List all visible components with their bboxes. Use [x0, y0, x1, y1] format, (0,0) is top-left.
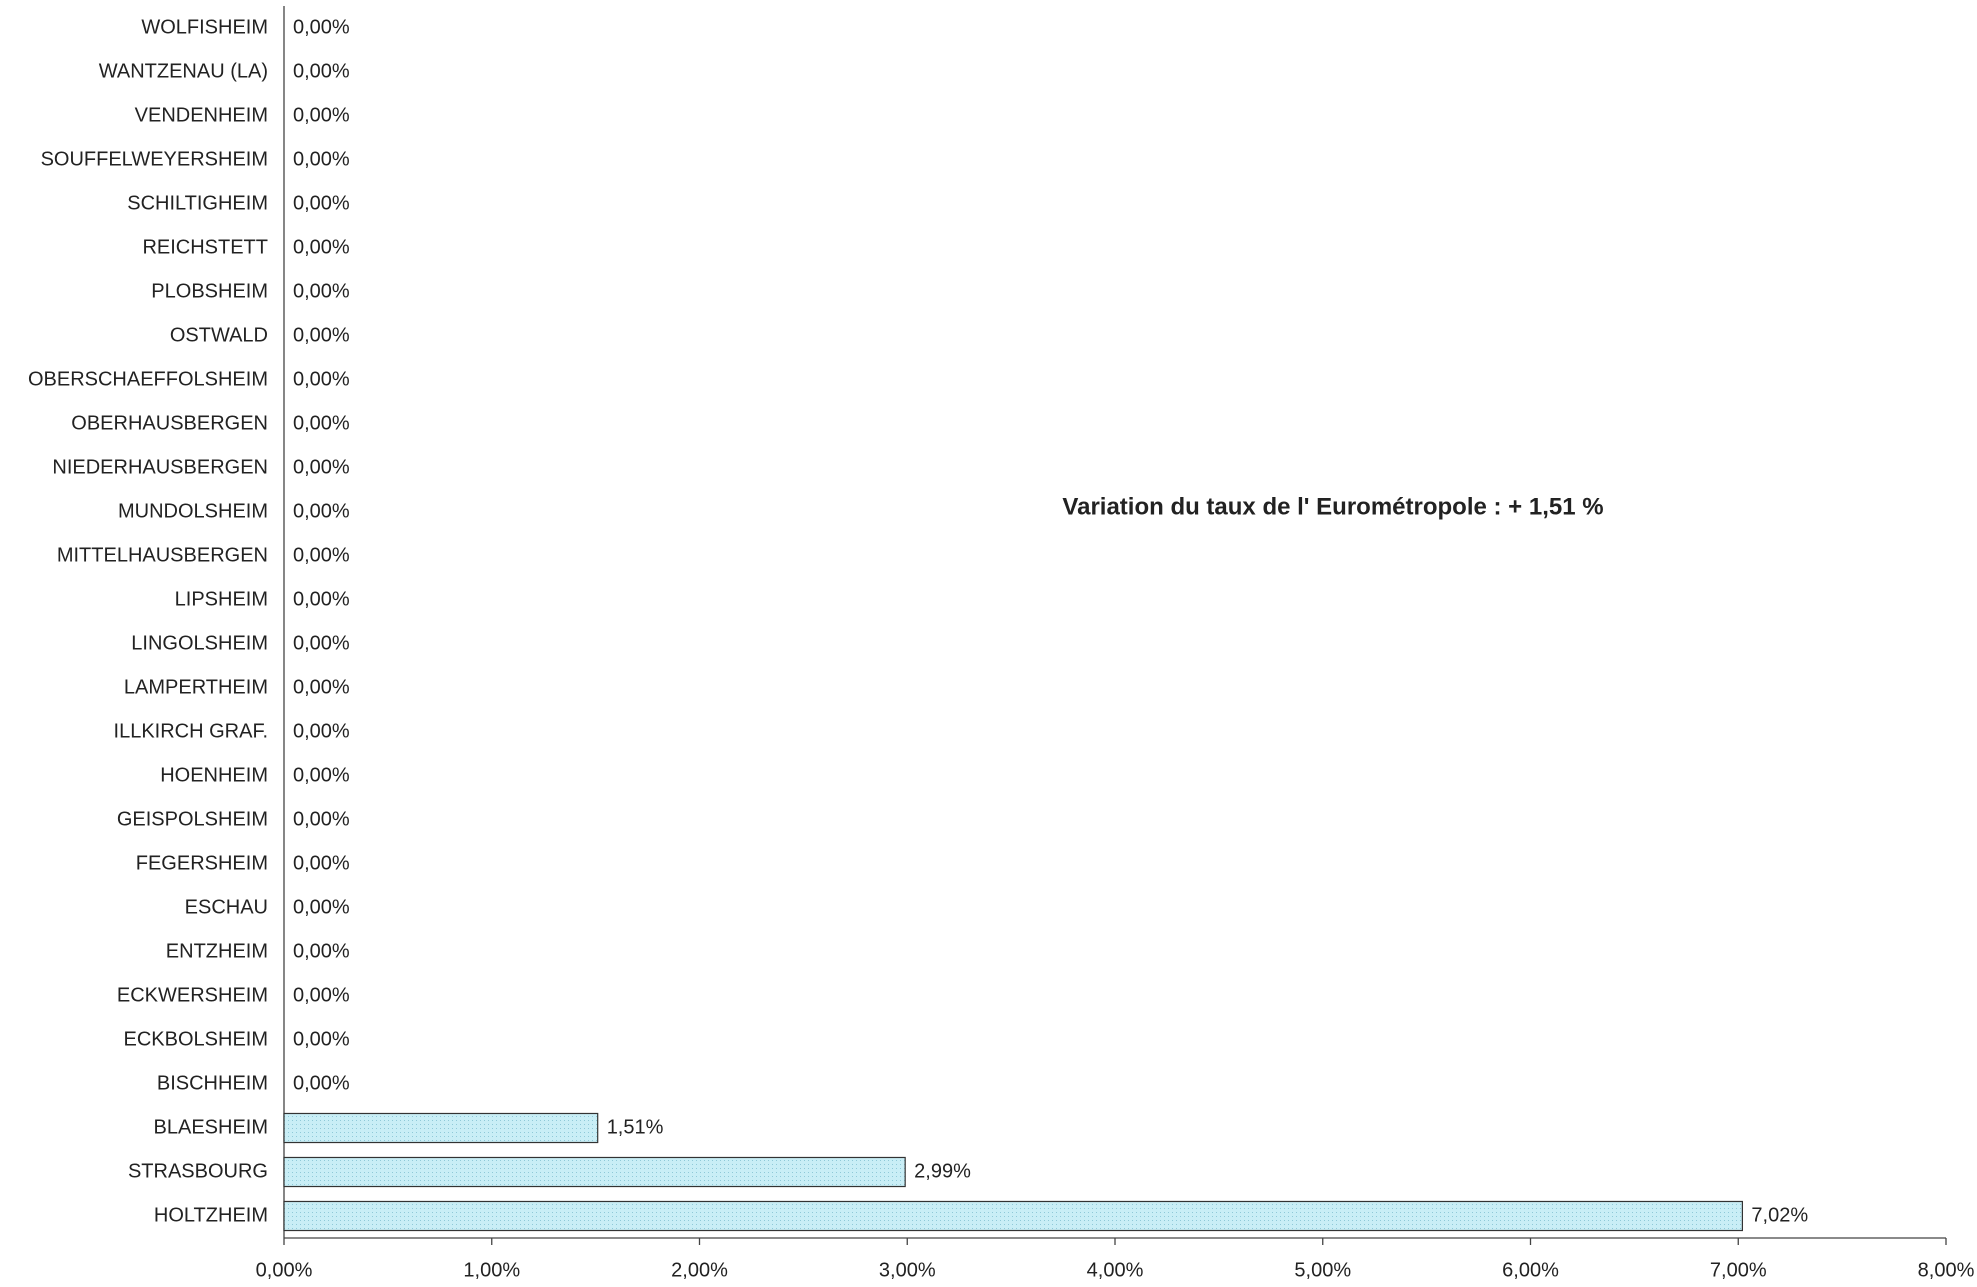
y-tick-label: PLOBSHEIM [151, 280, 268, 302]
value-label: 0,00% [293, 632, 350, 654]
y-tick-label: WANTZENAU (LA) [99, 60, 268, 82]
y-tick-label: BLAESHEIM [154, 1116, 268, 1138]
value-label: 0,00% [293, 324, 350, 346]
value-label: 0,00% [293, 412, 350, 434]
bar [283, 1112, 599, 1144]
value-label: 0,00% [293, 676, 350, 698]
value-label: 0,00% [293, 544, 350, 566]
y-tick-label: GEISPOLSHEIM [117, 808, 268, 830]
y-tick-label: HOLTZHEIM [154, 1204, 268, 1226]
value-label: 0,00% [293, 764, 350, 786]
value-label: 0,00% [293, 1028, 350, 1050]
value-label: 2,99% [914, 1160, 971, 1182]
x-tick-label: 2,00% [671, 1259, 728, 1281]
y-tick-label: BISCHHEIM [157, 1072, 268, 1094]
y-tick-label: SCHILTIGHEIM [127, 192, 268, 214]
y-tick-label: WOLFISHEIM [141, 16, 268, 38]
value-label: 0,00% [293, 368, 350, 390]
y-tick-label: MITTELHAUSBERGEN [57, 544, 268, 566]
value-label: 0,00% [293, 456, 350, 478]
y-tick-label: LIPSHEIM [175, 588, 268, 610]
value-label: 0,00% [293, 984, 350, 1006]
bar [283, 1156, 906, 1188]
value-label: 0,00% [293, 192, 350, 214]
value-label: 0,00% [293, 280, 350, 302]
value-label: 7,02% [1751, 1204, 1808, 1226]
y-tick-label: HOENHEIM [160, 764, 268, 786]
y-tick-label: LINGOLSHEIM [131, 632, 268, 654]
y-tick-label: REICHSTETT [142, 236, 268, 258]
value-label: 0,00% [293, 1072, 350, 1094]
annotation: Variation du taux de l' Eurométropole : … [1062, 493, 1603, 520]
y-tick-label: STRASBOURG [128, 1160, 268, 1182]
y-tick-label: ECKWERSHEIM [117, 984, 268, 1006]
x-tick-label: 6,00% [1502, 1259, 1559, 1281]
value-label: 0,00% [293, 60, 350, 82]
x-tick-label: 1,00% [463, 1259, 520, 1281]
y-tick-label: SOUFFELWEYERSHEIM [41, 148, 268, 170]
value-label: 0,00% [293, 104, 350, 126]
x-tick-label: 0,00% [256, 1259, 313, 1281]
y-tick-label: FEGERSHEIM [136, 852, 268, 874]
value-label: 0,00% [293, 852, 350, 874]
value-label: 0,00% [293, 236, 350, 258]
x-tick-label: 7,00% [1710, 1259, 1767, 1281]
y-tick-label: ILLKIRCH GRAF. [114, 720, 268, 742]
x-tick-label: 4,00% [1087, 1259, 1144, 1281]
y-tick-label: ECKBOLSHEIM [124, 1028, 268, 1050]
y-tick-label: OBERSCHAEFFOLSHEIM [28, 368, 268, 390]
x-tick-label: 8,00% [1918, 1259, 1975, 1281]
y-tick-label: ENTZHEIM [166, 940, 268, 962]
value-label: 1,51% [607, 1116, 664, 1138]
value-label: 0,00% [293, 148, 350, 170]
x-tick-label: 5,00% [1294, 1259, 1351, 1281]
value-label: 0,00% [293, 720, 350, 742]
value-label: 0,00% [293, 500, 350, 522]
value-label: 0,00% [293, 896, 350, 918]
y-tick-label: ESCHAU [185, 896, 268, 918]
x-tick-label: 3,00% [879, 1259, 936, 1281]
value-label: 0,00% [293, 16, 350, 38]
y-tick-label: OBERHAUSBERGEN [71, 412, 268, 434]
y-tick-label: MUNDOLSHEIM [118, 500, 268, 522]
bar [283, 1200, 1744, 1232]
y-tick-label: VENDENHEIM [135, 104, 268, 126]
value-label: 0,00% [293, 588, 350, 610]
value-label: 0,00% [293, 940, 350, 962]
y-tick-label: NIEDERHAUSBERGEN [52, 456, 268, 478]
y-tick-label: LAMPERTHEIM [124, 676, 268, 698]
value-label: 0,00% [293, 808, 350, 830]
y-tick-label: OSTWALD [170, 324, 268, 346]
